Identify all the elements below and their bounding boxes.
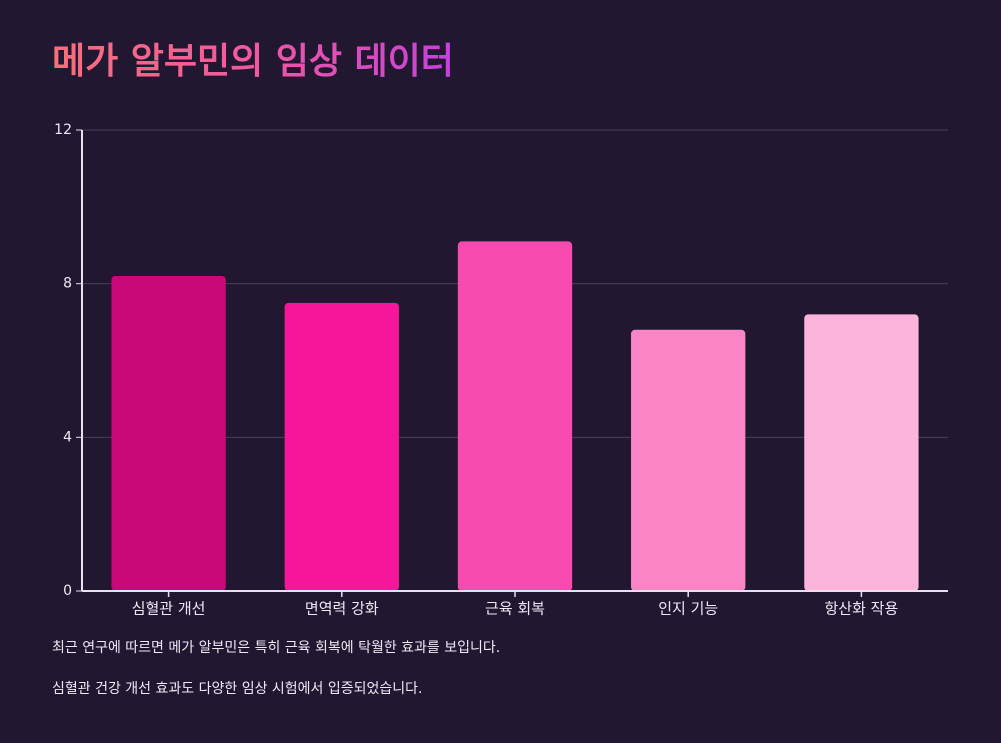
x-tick-label: 심혈관 개선 (132, 600, 206, 618)
annotation: 심혈관 건강 개선 효과도 다양한 임상 시험에서 입증되었습니다. (52, 681, 422, 697)
chart-title: 메가 알부민의 임상 데이터 (52, 41, 454, 82)
y-tick-label: 8 (63, 276, 72, 292)
bar (457, 241, 573, 592)
x-tick-label: 면역력 강화 (305, 600, 379, 618)
bar (631, 329, 746, 591)
x-tick-label: 인지 기능 (658, 600, 718, 618)
y-tick-label: 0 (63, 583, 72, 599)
annotation: 최근 연구에 따르면 메가 알부민은 특히 근육 회복에 탁월한 효과를 보입니… (52, 640, 500, 656)
x-tick-label: 항산화 작용 (825, 600, 899, 618)
bar (804, 314, 919, 591)
y-tick-label: 12 (54, 122, 72, 138)
bar (284, 302, 399, 591)
x-tick-label: 근육 회복 (485, 600, 545, 618)
y-tick-label: 4 (63, 429, 72, 445)
bar (111, 275, 226, 591)
